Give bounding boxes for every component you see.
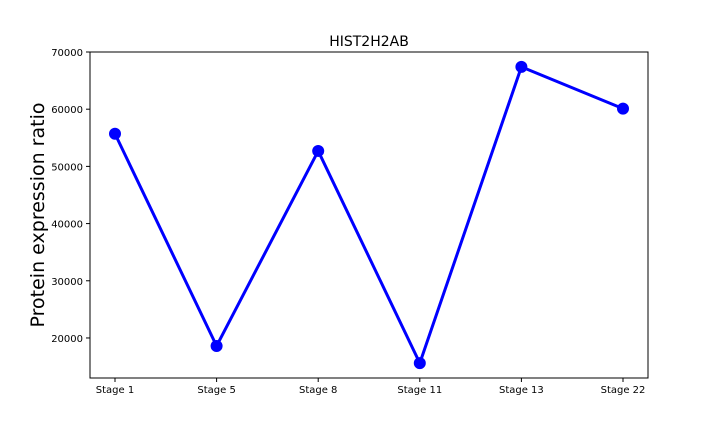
x-axis-ticks: Stage 1 Stage 5 Stage 8 Stage 11 Stage 13 Sta…	[96, 378, 646, 396]
data-point	[109, 127, 121, 140]
x-tick-label: Stage 22	[601, 385, 646, 396]
y-tick-label: 50000	[51, 162, 83, 173]
series-layer	[109, 60, 629, 370]
chart-title: HIST2H2AB	[329, 34, 409, 50]
y-axis-ticks: 20000 30000 40000 50000 60000 70000	[51, 48, 90, 345]
data-point	[413, 357, 426, 370]
y-axis-label: Protein expression ratio	[27, 103, 49, 328]
data-point	[210, 339, 223, 352]
series-line	[113, 65, 625, 365]
x-tick-label: Stage 1	[96, 385, 134, 396]
data-point	[617, 102, 629, 115]
y-tick-label: 30000	[51, 277, 83, 288]
x-tick-label: Stage 11	[397, 385, 442, 396]
plot-area-frame	[89, 51, 649, 379]
x-tick-label: Stage 13	[499, 385, 544, 396]
x-tick-label: Stage 5	[197, 385, 235, 396]
y-tick-label: 70000	[51, 48, 83, 59]
y-tick-label: 20000	[51, 334, 83, 345]
y-tick-label: 60000	[51, 105, 83, 116]
x-tick-label: Stage 8	[299, 385, 337, 396]
data-point	[515, 60, 528, 73]
data-point	[312, 144, 325, 157]
y-tick-label: 40000	[51, 220, 83, 231]
